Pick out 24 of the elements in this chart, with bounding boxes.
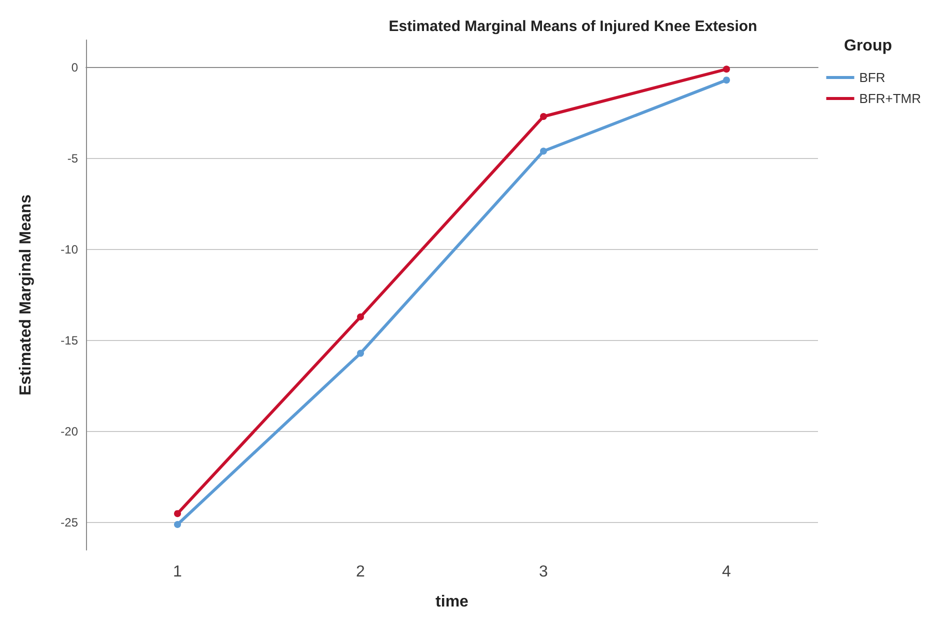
legend-label: BFR+TMR	[859, 91, 921, 106]
legend-label: BFR	[859, 70, 886, 85]
point	[174, 510, 181, 518]
point	[174, 521, 181, 528]
x-tick-label: 1	[173, 564, 182, 580]
point	[357, 350, 364, 357]
x-tick-label: 4	[722, 564, 732, 580]
point	[723, 76, 730, 84]
y-tick-label: 0	[71, 60, 78, 74]
point	[540, 148, 547, 155]
y-axis-title: Estimated Marginal Means	[18, 194, 34, 396]
point	[723, 66, 730, 73]
chart-title: Estimated Marginal Means of Injured Knee Extesion	[388, 18, 758, 35]
point	[540, 113, 547, 120]
y-tick-label: -5	[67, 151, 78, 166]
y-tick-label: -25	[60, 516, 78, 530]
legend-title: Group	[844, 38, 892, 54]
y-tick-label: -10	[60, 242, 78, 256]
x-tick-label: 2	[356, 564, 366, 580]
x-axis-title: time	[436, 594, 469, 610]
x-tick-label: 3	[539, 564, 548, 580]
y-tick-label: -20	[60, 424, 78, 439]
y-tick-label: -15	[60, 334, 78, 348]
point	[357, 313, 364, 320]
